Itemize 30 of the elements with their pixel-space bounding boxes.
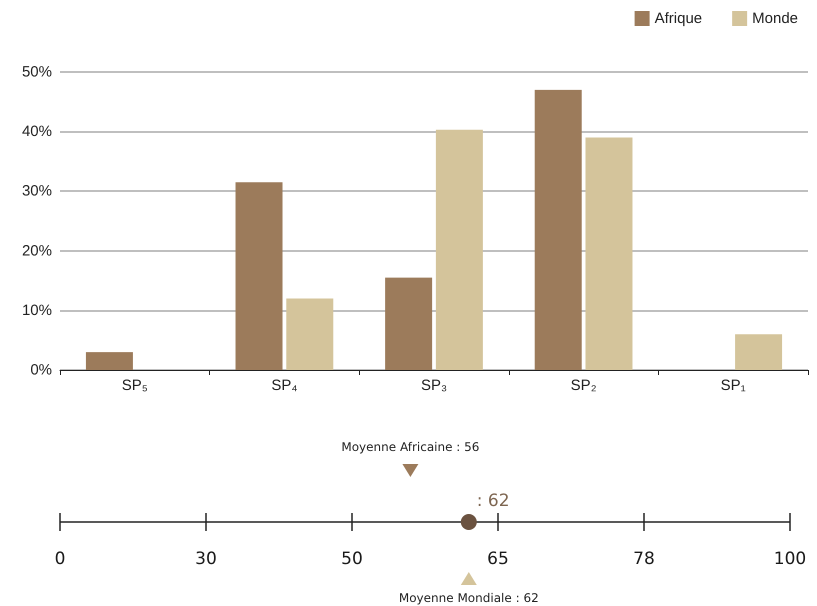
y-tick-label: 40% bbox=[22, 123, 52, 140]
category-label: 50 bbox=[341, 549, 363, 569]
bar bbox=[585, 138, 632, 370]
category-label: 78 bbox=[633, 549, 655, 569]
x-tick-label: SP₅ bbox=[122, 377, 148, 394]
bar bbox=[534, 90, 582, 370]
category-label: 0 bbox=[54, 549, 66, 569]
x-tick-label: SP₄ bbox=[271, 377, 298, 394]
bar bbox=[286, 298, 334, 370]
legend-label: Afrique bbox=[654, 10, 702, 27]
y-tick-label: 0% bbox=[30, 362, 52, 378]
x-tick-label: SP₂ bbox=[570, 377, 597, 394]
text: Moyenne Africaine : 56 bbox=[341, 440, 480, 454]
category-label: 100 bbox=[774, 549, 806, 569]
y-tick-label: 30% bbox=[22, 182, 52, 200]
bar bbox=[385, 278, 432, 370]
y-tick-label: 10% bbox=[22, 302, 52, 319]
bar bbox=[735, 334, 782, 370]
legend-label: Monde bbox=[752, 10, 798, 27]
y-tick-label: 20% bbox=[22, 242, 52, 260]
category-label: 30 bbox=[195, 549, 217, 569]
x-tick-label: SP₁ bbox=[720, 377, 746, 394]
text: : 62 bbox=[476, 491, 510, 511]
category-label: 65 bbox=[487, 549, 509, 569]
bar bbox=[436, 130, 483, 370]
x-tick-label: SP₃ bbox=[420, 377, 448, 394]
bar bbox=[236, 182, 283, 370]
y-tick-label: 50% bbox=[22, 64, 52, 80]
text: Moyenne Mondiale : 62 bbox=[398, 591, 539, 605]
bar bbox=[86, 352, 133, 370]
